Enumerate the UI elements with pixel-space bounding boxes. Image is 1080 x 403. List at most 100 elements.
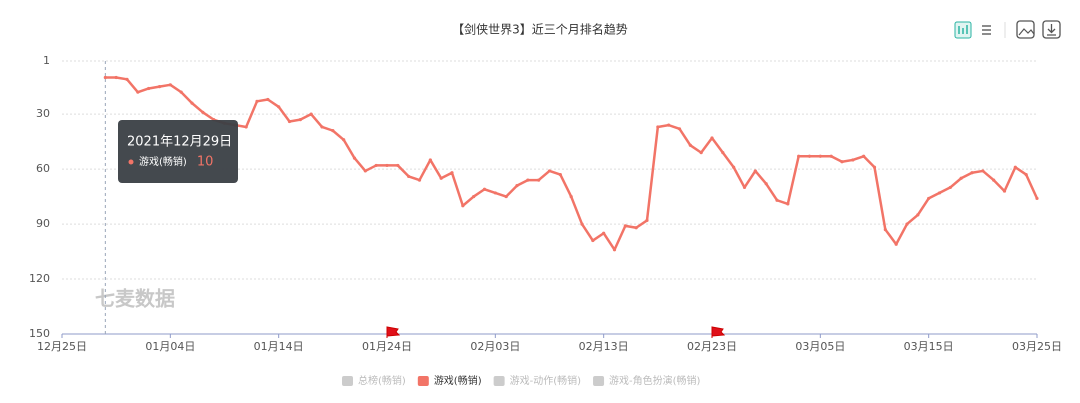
point [872,165,877,169]
point [482,187,487,191]
point [287,119,292,124]
point [125,77,129,81]
point [342,138,346,142]
point [862,154,866,158]
point [168,83,172,87]
point [526,178,530,182]
point [645,218,649,223]
point [699,151,703,155]
point [732,165,736,169]
point [103,75,107,80]
point [818,154,822,158]
point [374,163,378,168]
x-tick-label: 02月23日 [687,340,737,353]
point [255,99,259,103]
point [710,136,714,140]
point [331,129,335,133]
point [591,238,595,243]
x-tick-label: 01月04日 [145,340,195,353]
point [277,105,281,109]
point [417,178,422,182]
point [612,248,617,252]
watermark: 七麦数据 [95,287,175,311]
y-tick-label: 30 [36,107,50,120]
y-tick-label: 1 [43,54,50,67]
point [157,85,162,89]
point [147,86,151,91]
point [883,227,887,232]
point [981,169,985,173]
point [363,169,367,173]
y-tick-label: 120 [29,272,50,285]
point [547,169,552,173]
point [916,213,920,217]
point [136,90,140,94]
list-icon[interactable] [982,25,991,35]
tooltip-dot [128,159,134,165]
point [569,194,573,199]
point [764,182,768,186]
legend-item[interactable]: 游戏-角色扮演(畅销) [593,374,701,387]
point [721,151,725,155]
point [829,154,833,158]
point [677,127,682,131]
point [179,90,183,94]
point [298,118,302,122]
toolbar[interactable] [954,20,1061,39]
point [1024,172,1028,177]
legend-label: 游戏(畅销) [434,374,482,387]
legend-swatch [417,376,429,386]
point [602,231,606,235]
legend-item[interactable]: 总榜(畅销) [342,374,406,387]
point [851,158,855,162]
point [840,160,844,164]
point [461,204,465,208]
point [266,97,270,102]
x-tick-label: 02月03日 [470,340,520,353]
event-flag [711,326,726,338]
point [937,191,942,195]
point [656,125,660,129]
x-tick-label: 03月25日 [1012,340,1062,353]
tooltip-box [118,120,238,183]
point [515,183,519,188]
point [1002,189,1007,193]
point [580,222,584,226]
legend-item[interactable]: 游戏-动作(畅销) [493,374,582,387]
point [493,191,497,195]
point [190,101,194,105]
point [753,169,757,173]
legend-swatch [493,376,505,386]
legend-item[interactable]: 游戏(畅销) [417,374,482,387]
point [558,172,562,177]
point [428,158,432,162]
legend-swatch [342,376,353,386]
event-flag [386,326,401,338]
y-tick-label: 90 [36,217,50,230]
point [320,125,324,129]
point [634,226,638,230]
bar-icon-lines [958,25,968,34]
point [114,75,118,80]
image-icon[interactable] [1016,20,1035,39]
x-tick-label: 12月25日 [37,340,87,353]
point [775,198,779,202]
point [894,242,898,246]
point [504,194,508,199]
point [959,176,963,180]
point [244,125,248,129]
download-icon[interactable] [1042,20,1061,39]
x-tick-label: 01月14日 [254,340,304,353]
point [201,110,205,114]
x-tick-label: 03月15日 [904,340,954,353]
point [992,178,996,182]
point [742,185,747,190]
legend-label: 游戏-角色扮演(畅销) [609,374,701,387]
point [970,171,974,175]
download-icon-shape [1047,24,1056,36]
point [450,171,454,175]
point [797,154,801,158]
point [623,224,627,228]
y-tick-label: 150 [29,327,50,340]
